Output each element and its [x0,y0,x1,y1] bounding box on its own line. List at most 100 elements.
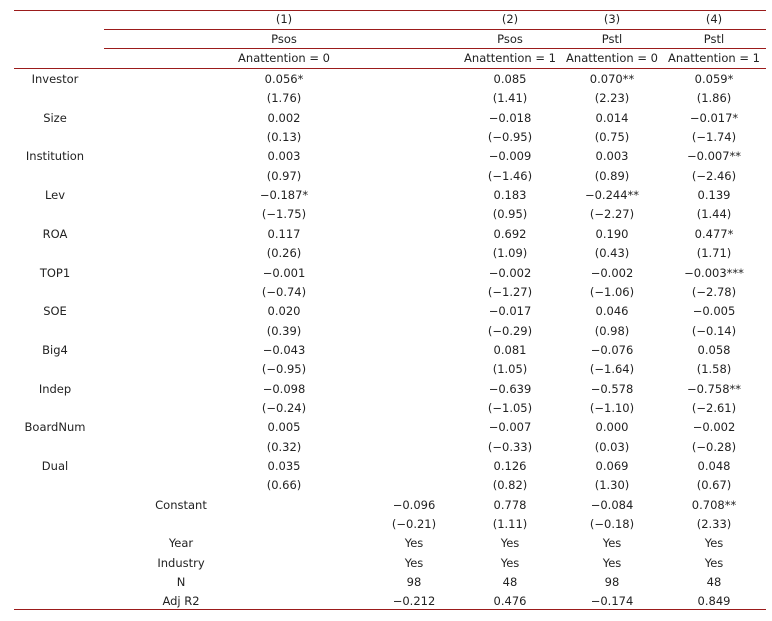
t-stat-cell: (−0.28) [691,439,737,454]
coef-cell: −0.187* [259,188,309,203]
coef-cell: 0.692 [493,226,527,241]
col-number-4: (4) [705,12,723,26]
top-rule [14,10,766,11]
coef-cell: −0.639 [488,381,532,396]
row-label: Dual [41,459,69,473]
coef-cell: 0.085 [493,72,527,86]
t-stat-cell: (0.67) [696,478,732,493]
coef-cell: 0.048 [697,459,731,473]
t-stat-cell: (−2.27) [589,207,635,222]
coef-cell: −0.003*** [684,265,744,280]
t-stat-cell: (1.71) [696,246,732,261]
coef-cell: −0.098 [262,381,306,396]
row-label: BoardNum [24,420,86,435]
coef-cell: 0.035 [267,459,301,473]
coef-cell: 0.020 [267,304,301,319]
footer-cell: Yes [602,536,622,551]
header-rule-3 [14,68,766,69]
coef-cell: 0.059* [694,72,734,86]
coef-cell: −0.758** [686,381,742,396]
coef-cell: −0.002 [692,420,736,435]
t-stat-cell: (0.82) [492,478,528,493]
coef-cell: 0.117 [267,226,301,241]
row-label: Indep [38,381,72,396]
dep-var-2: Psos [497,32,523,46]
coef-cell: −0.017 [488,304,532,319]
coef-cell: 0.002 [267,110,301,125]
bottom-rule [14,609,766,610]
footer-cell: Yes [602,555,622,570]
t-stat-cell: (−0.29) [487,323,533,338]
t-stat-cell: (−1.46) [487,168,533,183]
dep-var-1: Psos [271,32,297,46]
coef-cell: −0.001 [262,265,306,280]
coef-cell: 0.003 [595,149,629,164]
footer-cell: Yes [500,555,520,570]
t-stat-cell: (−0.33) [487,439,533,454]
t-stat-cell: (0.95) [492,207,528,222]
row-label: Lev [44,188,66,203]
coef-cell: 0.778 [493,497,527,512]
t-stat-cell: (0.89) [594,168,630,183]
coef-cell: −0.043 [262,342,306,357]
footer-cell: −0.212 [392,594,436,609]
t-stat-cell: (1.11) [492,517,528,532]
coef-cell: −0.007 [488,420,532,435]
t-stat-cell: (−0.18) [589,517,635,532]
footer-label: N [176,575,186,590]
coef-cell: 0.056* [264,72,304,86]
col-number-3: (3) [603,12,621,26]
coef-cell: 0.708** [691,497,737,512]
t-stat-cell: (−2.78) [691,284,737,299]
coef-cell: 0.046 [595,304,629,319]
t-stat-cell: (−0.21) [391,517,437,532]
footer-cell: Yes [404,555,424,570]
t-stat-cell: (0.32) [266,439,302,454]
t-stat-cell: (0.97) [266,168,302,183]
header-rule-1 [104,29,766,30]
condition-2: Anattention = 1 [464,51,556,65]
t-stat-cell: (0.13) [266,130,302,145]
row-label: Institution [25,149,85,164]
t-stat-cell: (−1.74) [691,130,737,145]
footer-cell: 48 [706,575,722,590]
t-stat-cell: (−2.61) [691,400,737,415]
t-stat-cell: (−1.10) [589,400,635,415]
coef-cell: 0.000 [595,420,629,435]
coef-cell: 0.005 [267,420,301,435]
coef-cell: 0.058 [697,342,731,357]
coef-cell: −0.018 [488,110,532,125]
t-stat-cell: (2.23) [594,91,630,106]
footer-cell: Yes [500,536,520,551]
footer-cell: 0.849 [697,594,731,609]
coef-cell: −0.017* [689,110,739,125]
coef-cell: 0.003 [267,149,301,164]
coef-cell: −0.002 [590,265,634,280]
footer-cell: Yes [704,536,724,551]
t-stat-cell: (1.76) [266,91,302,106]
footer-cell: 98 [604,575,620,590]
footer-cell: Yes [404,536,424,551]
coef-cell: 0.183 [493,188,527,203]
footer-label: Industry [157,555,205,570]
coef-cell: −0.578 [590,381,634,396]
t-stat-cell: (−0.95) [261,362,307,377]
coef-cell: 0.069 [595,459,629,473]
coef-cell: 0.190 [595,226,629,241]
footer-label: Year [168,536,194,551]
footer-cell: 48 [502,575,518,590]
t-stat-cell: (0.39) [266,323,302,338]
t-stat-cell: (1.41) [492,91,528,106]
t-stat-cell: (−1.75) [261,207,307,222]
t-stat-cell: (−1.27) [487,284,533,299]
condition-4: Anattention = 1 [668,51,760,65]
t-stat-cell: (−1.06) [589,284,635,299]
coef-cell: −0.244** [584,188,640,203]
coef-cell: 0.139 [697,188,731,203]
t-stat-cell: (−0.14) [691,323,737,338]
t-stat-cell: (−0.95) [487,130,533,145]
t-stat-cell: (1.05) [492,362,528,377]
coef-cell: 0.070** [589,72,635,86]
footer-cell: 98 [406,575,422,590]
